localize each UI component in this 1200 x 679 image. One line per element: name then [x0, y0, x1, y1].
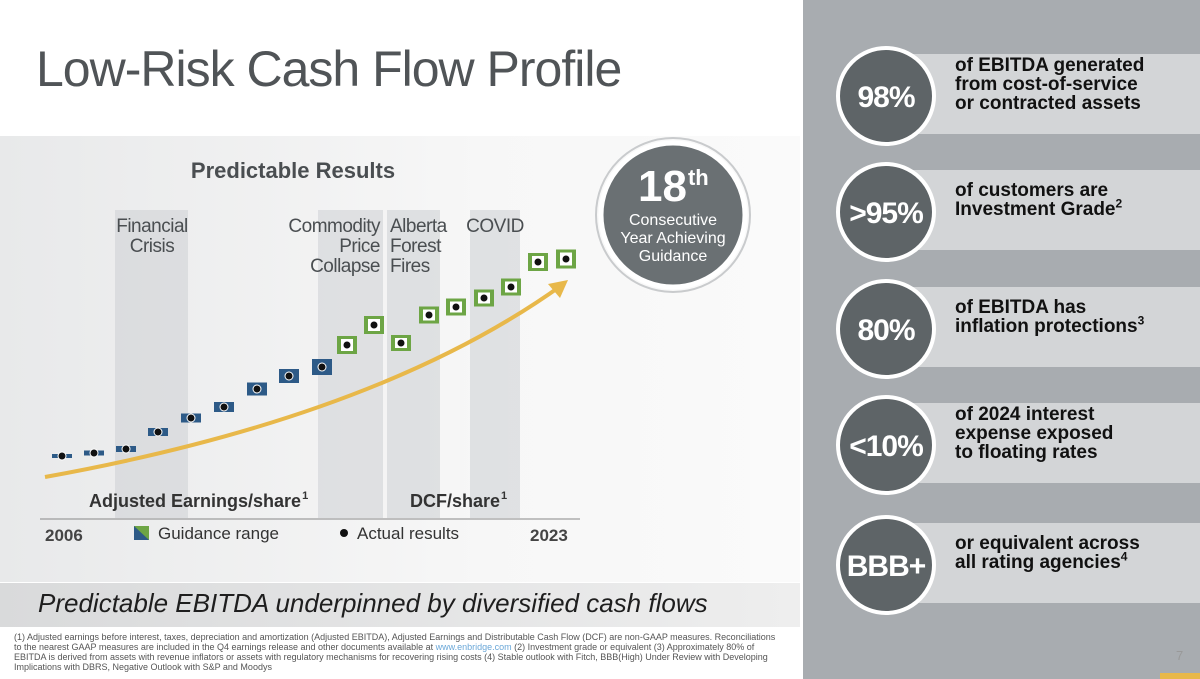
footnote-text: (2) Investment grade or equivalent (3) A…	[14, 642, 768, 672]
stat-text: of 2024 interest expense exposed to floa…	[955, 405, 1113, 462]
actual-result	[121, 444, 131, 454]
actual-result	[284, 371, 294, 381]
stat-description: of customers are Investment Grade	[955, 180, 1116, 220]
actual-result	[396, 338, 406, 348]
stat-description: or equivalent across all rating agencies	[955, 533, 1140, 573]
actual-result	[252, 384, 262, 394]
tagline-band	[0, 583, 800, 627]
footnote-ref: 1	[501, 490, 507, 502]
actual-result	[533, 257, 543, 267]
markers	[52, 249, 576, 461]
stat-circle	[836, 279, 936, 379]
chart-title: Predictable Results	[191, 158, 395, 183]
period-label: Commodity Price Collapse	[288, 216, 381, 277]
legend-swatch	[134, 526, 149, 540]
legend-dot	[340, 529, 348, 537]
footnote-text: (1) Adjusted earnings before interest, t…	[14, 632, 776, 652]
footnote-link[interactable]: www.enbridge.com	[435, 642, 512, 652]
badge-ring	[595, 137, 751, 293]
stat-value: 98%	[857, 81, 914, 114]
growth-arrow	[44, 283, 564, 479]
actual-result	[479, 293, 489, 303]
actual-result	[57, 451, 67, 461]
axis-note-label: Adjusted Earnings/share	[89, 491, 301, 511]
arrow-head	[548, 280, 568, 298]
stat-value: <10%	[849, 430, 923, 463]
tagline: Predictable EBITDA underpinned by divers…	[38, 588, 708, 618]
stat-circle	[836, 395, 936, 495]
stat-band	[900, 287, 1200, 367]
stat-circle	[836, 515, 936, 615]
stat-band	[900, 403, 1200, 483]
footnote-ref: 2	[1115, 196, 1123, 211]
shade	[387, 210, 440, 518]
period-label: COVID	[466, 216, 524, 237]
stat-text: of EBITDA generated from cost-of-service…	[955, 56, 1144, 113]
stat-band	[900, 54, 1200, 134]
actual-result	[506, 282, 516, 292]
legend-label: Actual results	[357, 524, 459, 543]
actual-result	[342, 340, 352, 350]
badge-number: 18	[638, 162, 687, 211]
actual-result	[89, 448, 99, 458]
shade	[115, 210, 188, 518]
period-label: Financial Crisis	[116, 216, 188, 257]
actual-result	[317, 362, 327, 372]
footnote-ref: 4	[1120, 549, 1128, 564]
footnotes: (1) Adjusted earnings before interest, t…	[14, 632, 784, 672]
badge-suffix: th	[688, 165, 709, 190]
badge-text: Consecutive Year Achieving Guidance	[620, 212, 725, 265]
stat-description: of EBITDA generated from cost-of-service…	[955, 54, 1145, 114]
badge-circle	[598, 140, 748, 290]
stat-description: of 2024 interest expense exposed to floa…	[955, 403, 1114, 463]
stat-bands	[900, 54, 1200, 603]
start-label: 2006	[45, 526, 83, 545]
stat-band	[900, 523, 1200, 603]
actual-result	[561, 254, 571, 264]
stat-value: 80%	[857, 314, 914, 347]
stat-description: of EBITDA has inflation protections	[955, 297, 1138, 337]
stat-circle	[836, 46, 936, 146]
footnote-ref: 1	[302, 490, 308, 502]
actual-result	[219, 402, 229, 412]
shade	[470, 210, 520, 518]
slide-title: Low-Risk Cash Flow Profile	[36, 41, 622, 97]
stat-text: or equivalent across all rating agencies…	[955, 534, 1140, 572]
stat-text: of EBITDA has inflation protections3	[955, 298, 1144, 336]
stat-band	[900, 170, 1200, 250]
stat-text: of customers are Investment Grade2	[955, 181, 1122, 219]
actual-result	[424, 310, 434, 320]
actual-result	[369, 320, 379, 330]
axis-note-label: DCF/share	[410, 491, 500, 511]
period-label: Alberta Forest Fires	[390, 216, 448, 277]
accent-bar	[1160, 673, 1200, 679]
end-label: 2023	[530, 526, 568, 545]
stat-value: >95%	[849, 197, 923, 230]
actual-result	[153, 427, 163, 437]
page-number: 7	[1176, 648, 1184, 663]
stat-circle	[836, 162, 936, 262]
actual-result	[186, 413, 196, 423]
footnote-ref: 3	[1137, 313, 1145, 328]
actual-result	[451, 302, 461, 312]
legend-label: Guidance range	[158, 524, 279, 543]
stat-value: BBB+	[847, 550, 926, 583]
